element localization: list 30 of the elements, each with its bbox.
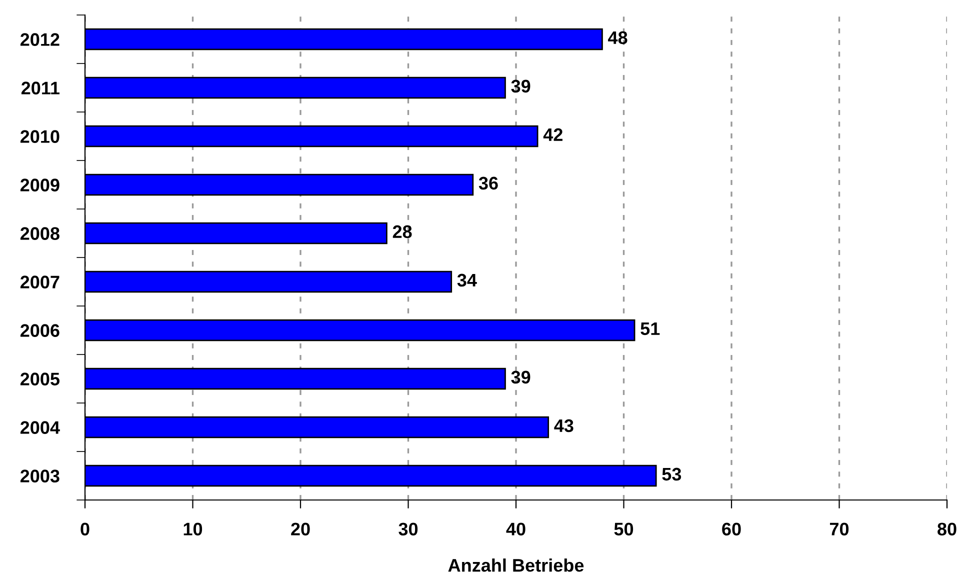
x-tick-label: 20 — [291, 522, 310, 536]
x-tick-label: 60 — [722, 522, 741, 536]
x-axis-title: Anzahl Betriebe — [448, 558, 584, 572]
data-label: 39 — [511, 370, 530, 384]
data-label: 39 — [511, 80, 530, 93]
data-label: 36 — [478, 176, 498, 190]
x-tick-label: 30 — [398, 522, 418, 536]
y-tick-label: 2005 — [20, 372, 60, 386]
x-tick-label: 70 — [830, 522, 849, 536]
y-tick-label: 2012 — [20, 33, 60, 46]
data-label: 43 — [554, 419, 574, 432]
x-tick-label: 40 — [506, 522, 526, 536]
x-tick-label: 50 — [614, 522, 634, 536]
data-label: 42 — [543, 128, 562, 141]
y-tick-label: 2004 — [20, 421, 60, 434]
x-tick-label: 0 — [80, 522, 90, 536]
data-label: 28 — [392, 225, 412, 238]
data-label: 53 — [662, 468, 682, 481]
y-tick-label: 2010 — [20, 130, 60, 143]
data-label: 51 — [640, 322, 660, 336]
x-tick-label: 80 — [938, 522, 956, 536]
y-tick-label: 2003 — [20, 470, 60, 482]
data-label: 48 — [608, 31, 628, 44]
y-tick-label: 2006 — [20, 324, 60, 337]
y-tick-label: 2009 — [20, 178, 60, 192]
x-tick-label: 10 — [184, 522, 202, 536]
y-tick-label: 2007 — [20, 276, 60, 288]
y-tick-label: 2008 — [20, 227, 60, 240]
data-label: 34 — [457, 274, 477, 287]
y-tick-label: 2011 — [21, 82, 60, 94]
